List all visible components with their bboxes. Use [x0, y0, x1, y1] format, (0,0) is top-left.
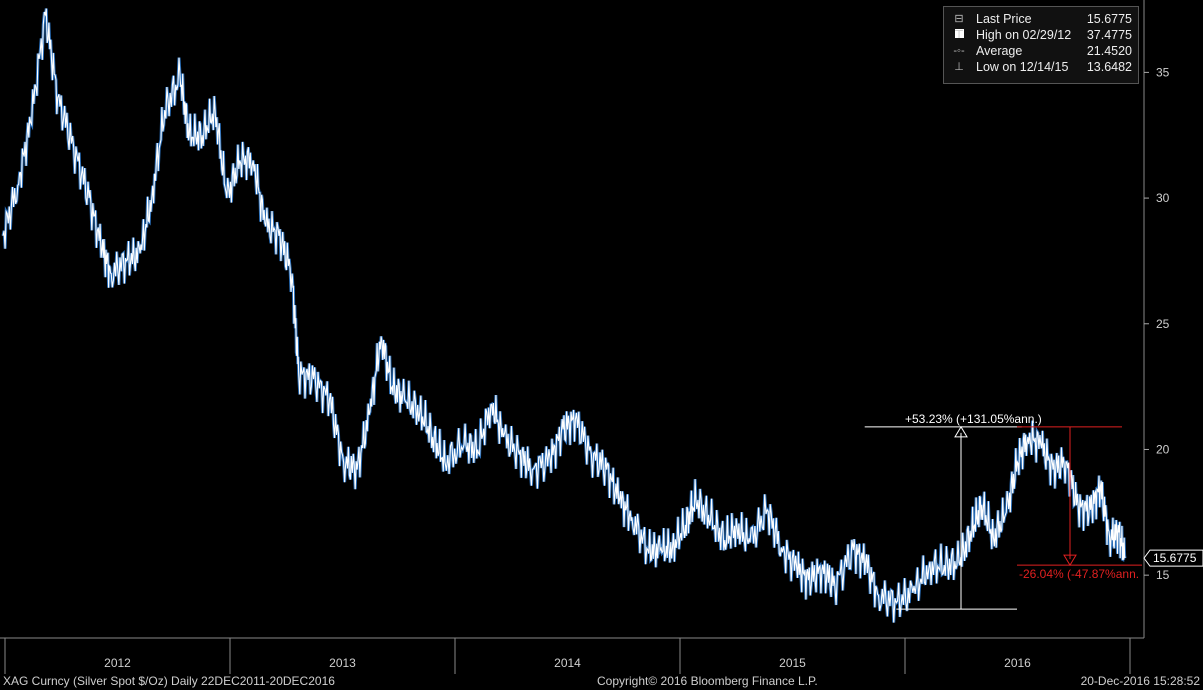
legend-value: 37.4775: [1086, 28, 1132, 42]
footer-ticker: XAG Curncy (Silver Spot $/Oz) Daily 22DE…: [3, 674, 335, 688]
down-change-label: -26.04% (-47.87%ann.: [1019, 567, 1139, 581]
x-tick-label: 2013: [329, 656, 356, 670]
price-series: [1, 8, 1127, 623]
last-price-icon: ⊟: [952, 11, 966, 43]
last-price-value: 15.6775: [1153, 551, 1197, 565]
x-tick-label: 2015: [779, 656, 806, 670]
x-axis: 2012 2013 2014 2015 2016: [4, 638, 1131, 674]
y-tick-label: 35: [1156, 65, 1170, 79]
legend-row-last-price: ⊟ Last Price 15.6775: [944, 11, 1138, 38]
down-arrow-icon: [1063, 554, 1077, 567]
footer-timestamp: 20-Dec-2016 15:28:52: [1080, 674, 1200, 688]
x-tick-label: 2014: [554, 656, 581, 670]
legend-value: 13.6482: [1086, 60, 1132, 74]
legend-row-average: -◦- Average 21.4520: [944, 43, 1138, 59]
y-tick-label: 15: [1156, 568, 1170, 582]
legend-label: Low on 12/14/15: [976, 60, 1069, 74]
up-arrow-icon: [954, 425, 968, 438]
legend-label: Last Price: [976, 12, 1032, 26]
y-tick-label: 20: [1156, 442, 1170, 456]
last-price-box: [1143, 549, 1203, 567]
footer-copyright: Copyright© 2016 Bloomberg Finance L.P.: [597, 674, 818, 688]
legend-label: Average: [976, 44, 1023, 58]
legend-row-high: ⊤ High on 02/29/12 37.4775: [944, 27, 1138, 43]
y-tick-label: 30: [1156, 191, 1170, 205]
high-marker-icon: ⊤: [954, 29, 964, 41]
chart-legend: ⊟ Last Price 15.6775 ⊤ High on 02/29/12 …: [943, 6, 1139, 84]
up-change-label: +53.23% (+131.05%ann.): [905, 412, 1042, 426]
x-tick-label: 2016: [1004, 656, 1031, 670]
legend-label: High on 02/29/12: [976, 28, 1072, 42]
average-marker-icon: -◦-: [953, 45, 965, 57]
y-tick-label: 25: [1156, 317, 1170, 331]
price-line: [2, 8, 1126, 623]
low-marker-icon: ⊥: [954, 61, 964, 73]
x-tick-label: 2012: [104, 656, 131, 670]
legend-row-low: ⊥ Low on 12/14/15 13.6482: [944, 59, 1138, 75]
change-annotations: +53.23% (+131.05%ann.) -26.04% (-47.87%an…: [864, 412, 1142, 610]
y-axis: 15 20 25 30 35: [0, 0, 1170, 639]
legend-value: 21.4520: [1086, 44, 1132, 58]
legend-value: 15.6775: [1086, 12, 1132, 26]
last-price-tag: 15.6775: [1143, 549, 1203, 567]
